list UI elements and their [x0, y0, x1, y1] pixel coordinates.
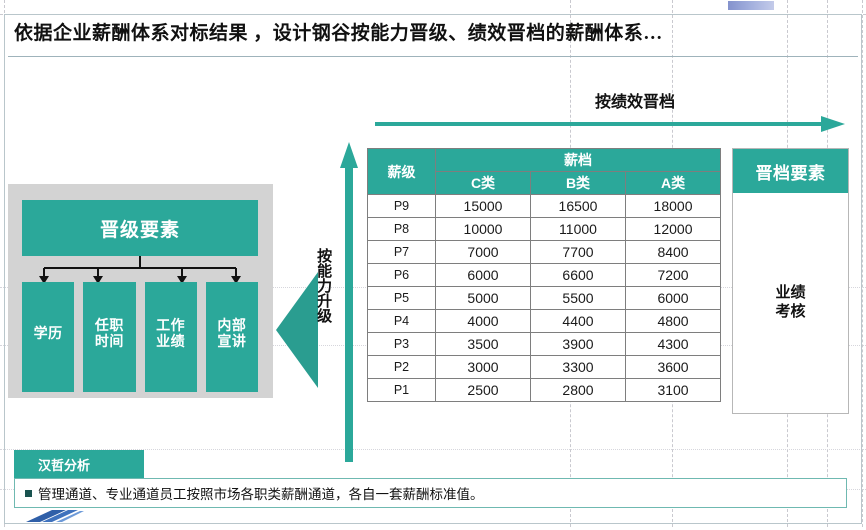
cell-band-b: 2800	[530, 378, 626, 402]
cell-band-a: 4300	[624, 332, 722, 356]
cell-band-c: 3500	[435, 332, 531, 356]
promotion-factor-label: 学历	[33, 325, 63, 342]
grade-factors-panel: 晋档要素 业绩 考核	[732, 148, 849, 414]
pay-table-body: P9 15000 16500 18000 P8 10000 11000 1200…	[367, 194, 722, 402]
cell-level: P6	[367, 263, 436, 287]
cell-band-a: 7200	[624, 263, 722, 287]
cell-level: P8	[367, 217, 436, 241]
cell-band-b: 7700	[530, 240, 626, 264]
promotion-heading: 晋级要素	[22, 200, 258, 256]
table-row: P6 6000 6600 7200	[367, 263, 722, 287]
cell-band-b: 5500	[530, 286, 626, 310]
cell-band-a: 3100	[624, 378, 722, 402]
cell-band-b: 6600	[530, 263, 626, 287]
cell-level: P4	[367, 309, 436, 333]
cell-band-a: 18000	[624, 194, 722, 218]
cell-band-c: 5000	[435, 286, 531, 310]
page-title: 依据企业薪酬体系对标结果 ，设计钢谷按能力晋级、绩效晋档的薪酬体系…	[14, 23, 663, 44]
bullet-icon	[25, 489, 32, 497]
table-header-level: 薪级	[367, 148, 436, 195]
table-header-band-c: C类	[435, 171, 531, 195]
table-header-band-b: B类	[530, 171, 626, 195]
cell-band-c: 3000	[435, 355, 531, 379]
vertical-arrow-label: 按能力升级	[310, 248, 336, 327]
grade-panel-body: 业绩 考核	[775, 284, 806, 320]
brand-logo-icon	[26, 509, 84, 525]
vertical-arrow-label-text: 按能力升级	[315, 248, 333, 323]
up-arrow-icon	[340, 142, 358, 462]
analysis-tab-label: 汉哲分析	[14, 450, 144, 478]
cell-band-b: 3300	[530, 355, 626, 379]
title-divider	[8, 56, 858, 57]
table-row: P9 15000 16500 18000	[367, 194, 722, 218]
cell-level: P1	[367, 378, 436, 402]
cell-band-b: 4400	[530, 309, 626, 333]
top-right-artifact	[728, 1, 774, 10]
analysis-note-text: 管理通道、专业通道员工按照市场各职类薪酬通道，各自一套薪酬标准值。	[38, 487, 484, 502]
promotion-factor-item[interactable]: 工作 业绩	[144, 282, 197, 392]
cell-band-c: 2500	[435, 378, 531, 402]
table-header-band-group: 薪档	[434, 148, 722, 172]
connector-lines	[22, 256, 258, 286]
promotion-factor-label: 任职 时间	[94, 317, 124, 349]
table-row: P3 3500 3900 4300	[367, 332, 722, 356]
cell-band-c: 7000	[435, 240, 531, 264]
cell-band-b: 3900	[530, 332, 626, 356]
promotion-factors-block: 晋级要素 学历 任职 时间 工作 业绩 内部 宣讲	[8, 184, 273, 398]
table-row: P8 10000 11000 12000	[367, 217, 722, 241]
promotion-factor-label: 内部 宣讲	[217, 317, 247, 349]
table-row: P2 3000 3300 3600	[367, 355, 722, 379]
cell-level: P9	[367, 194, 436, 218]
cell-band-b: 11000	[530, 217, 626, 241]
promotion-factor-item[interactable]: 内部 宣讲	[205, 282, 258, 392]
grade-panel-heading: 晋档要素	[733, 149, 848, 193]
cell-band-c: 15000	[435, 194, 531, 218]
left-triangle-icon	[276, 272, 318, 388]
promotion-factor-item[interactable]: 任职 时间	[83, 282, 136, 392]
cell-band-c: 4000	[435, 309, 531, 333]
cell-band-a: 6000	[624, 286, 722, 310]
cell-band-a: 4800	[624, 309, 722, 333]
table-row: P1 2500 2800 3100	[367, 378, 722, 402]
table-row: P7 7000 7700 8400	[367, 240, 722, 264]
cell-band-c: 10000	[435, 217, 531, 241]
cell-band-a: 8400	[624, 240, 722, 264]
cell-level: P5	[367, 286, 436, 310]
table-header-band-a: A类	[624, 171, 722, 195]
cell-band-a: 3600	[624, 355, 722, 379]
cell-band-b: 16500	[530, 194, 626, 218]
cell-level: P2	[367, 355, 436, 379]
promotion-factor-item[interactable]: 学历	[22, 282, 75, 392]
table-row: P5 5000 5500 6000	[367, 286, 722, 310]
promotion-factor-label: 工作 业绩	[156, 317, 186, 349]
promotion-factor-list: 学历 任职 时间 工作 业绩 内部 宣讲	[22, 282, 258, 392]
table-row: P4 4000 4400 4800	[367, 309, 722, 333]
cell-band-c: 6000	[435, 263, 531, 287]
horizontal-arrow-label: 按绩效晋档	[594, 94, 675, 111]
cell-level: P3	[367, 332, 436, 356]
cell-band-a: 12000	[624, 217, 722, 241]
right-arrow-icon	[375, 116, 845, 132]
analysis-note: 管理通道、专业通道员工按照市场各职类薪酬通道，各自一套薪酬标准值。	[14, 478, 847, 508]
pay-structure-table: 薪级 薪档 C类 B类 A类 P9 15000 16500 18000 P8 1…	[367, 148, 722, 402]
cell-level: P7	[367, 240, 436, 264]
